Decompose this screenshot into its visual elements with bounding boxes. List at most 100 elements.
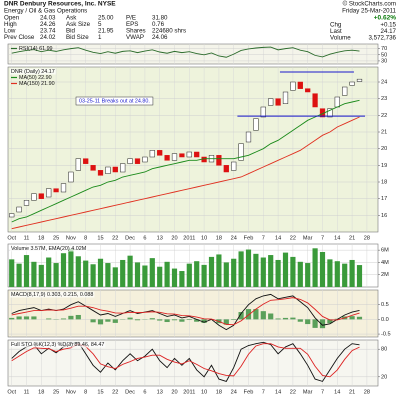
quote-label: VWAP <box>126 34 144 41</box>
x-tick-label: 15 <box>97 389 103 395</box>
bar <box>9 259 15 287</box>
bar <box>105 263 111 287</box>
bar <box>223 319 229 325</box>
bar <box>275 318 281 320</box>
candle <box>334 96 340 108</box>
bar <box>23 255 30 287</box>
bar <box>171 319 178 321</box>
bar <box>194 319 200 322</box>
x-tick-label: 18 <box>216 235 222 241</box>
y-tick-label: 17 <box>381 196 387 202</box>
y-tick-label: 0.0 <box>381 317 389 323</box>
candle <box>164 155 170 161</box>
x-tick-label: 11 <box>24 235 30 241</box>
line <box>11 99 360 223</box>
candle <box>112 166 118 173</box>
annotation: 03-25-11 Breaks out at 24.80. <box>75 96 154 106</box>
quote-label: Bid Size <box>66 34 89 41</box>
annotation-text: 03-25-11 Breaks out at 24.80. <box>79 98 150 104</box>
quote-label: Ask <box>66 15 77 22</box>
x-tick-label: 14 <box>275 389 281 395</box>
bar <box>282 252 289 287</box>
bar <box>46 318 52 320</box>
bar <box>179 319 185 322</box>
candle <box>268 98 274 106</box>
quote-value: 0.76 <box>152 21 165 28</box>
quote-value: 5 <box>98 21 102 28</box>
bar <box>238 312 244 320</box>
x-tick-label: 10 <box>201 389 207 395</box>
bar <box>142 265 148 287</box>
quote-value: 224680 shrs <box>152 28 186 35</box>
y-tick-label: 20 <box>381 374 387 380</box>
bar <box>253 309 259 320</box>
legend-title: DNR (Daily) 24.17 <box>11 69 55 75</box>
x-tick-label: 13 <box>157 235 163 241</box>
x-tick-label: 6 <box>143 389 146 395</box>
bar <box>171 268 178 287</box>
x-tick-label: Nov <box>66 235 76 241</box>
line <box>11 297 360 326</box>
bar <box>75 256 81 287</box>
bar <box>297 319 303 322</box>
legend-title: MACD(8,17,9) 0.303, 0.215, 0.088 <box>11 292 93 298</box>
bar <box>97 319 104 325</box>
bar <box>179 271 185 287</box>
candle <box>327 108 333 118</box>
x-tick-label: 7 <box>262 235 265 241</box>
bar <box>305 319 311 325</box>
x-tick-label: Feb <box>244 389 254 395</box>
legend-label: MA(150) 21.90 <box>19 81 55 87</box>
legend-bg <box>10 341 106 348</box>
bar <box>31 316 37 320</box>
line <box>11 116 360 230</box>
quote-value: 24.03 <box>40 15 56 22</box>
x-tick-label: Feb <box>244 235 254 241</box>
quote-value: 31.80 <box>152 15 168 22</box>
candle <box>305 88 311 93</box>
bar <box>90 319 96 323</box>
bar <box>245 249 252 287</box>
bar <box>68 315 74 320</box>
bar <box>253 253 259 287</box>
bar <box>282 317 289 320</box>
quote-label: Low <box>4 28 16 35</box>
bar <box>60 318 67 320</box>
change: +0.62% <box>374 15 396 22</box>
x-tick-label: 14 <box>275 235 281 241</box>
bar <box>164 261 170 287</box>
bar <box>245 309 252 320</box>
x-tick-label: Mar <box>303 389 313 395</box>
quote-label: P/E <box>126 15 136 22</box>
x-tick-label: 8 <box>84 389 87 395</box>
x-tick-label: 14 <box>334 389 340 395</box>
x-tick-label: 8 <box>84 235 87 241</box>
x-tick-label: 7 <box>262 389 265 395</box>
quote-value: 21.95 <box>98 28 114 35</box>
x-tick-label: 20 <box>171 389 177 395</box>
quote-value: 23.74 <box>40 28 56 35</box>
quote-value: 24.26 <box>40 21 56 28</box>
quote-value: 24.02 <box>40 34 56 41</box>
chart-title: DNR Denbury Resources, Inc. NYSE <box>4 1 116 8</box>
candle <box>171 153 178 161</box>
bar <box>216 254 222 287</box>
x-tick-label: 11 <box>24 389 30 395</box>
bar <box>46 257 52 287</box>
y-tick-label: 23 <box>381 96 387 102</box>
x-tick-label: 18 <box>38 235 44 241</box>
stat-label: Chg <box>330 22 342 29</box>
candle <box>31 193 37 201</box>
bar <box>120 259 126 287</box>
x-tick-label: 25 <box>53 389 59 395</box>
bar <box>290 317 296 320</box>
legend-label: MA(50) 22.90 <box>19 75 52 81</box>
bar <box>297 261 303 287</box>
y-tick-label: 22 <box>381 113 387 119</box>
candle <box>149 150 155 158</box>
bar <box>186 319 192 320</box>
x-tick-label: 18 <box>38 389 44 395</box>
bar <box>186 263 192 287</box>
x-tick-label: 28 <box>364 235 370 241</box>
